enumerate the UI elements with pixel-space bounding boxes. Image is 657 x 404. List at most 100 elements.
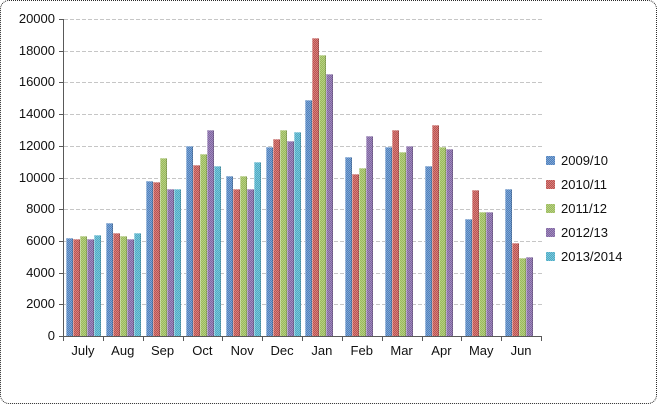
bar-2009-10-feb [345,156,353,336]
y-axis-label: 18000 [18,42,55,58]
gridline [64,240,542,242]
x-axis-tick [421,337,423,341]
bar-2010-11-apr [431,125,439,336]
legend-item-2012-13: 2012/13 [546,220,622,244]
x-axis-tick [63,337,64,341]
x-axis-tick [102,337,104,341]
legend-item-2009-10: 2009/10 [546,148,622,172]
bar-2010-11-oct [192,164,200,336]
x-axis-label: Apr [431,343,452,358]
y-axis-tick [59,145,63,147]
bar-2009-10-apr [424,166,432,336]
legend-swatch-icon [546,203,555,213]
gridline [64,209,542,211]
x-axis-label: Sep [151,343,175,358]
bar-2013-2014-oct [213,166,221,336]
x-axis-label: Dec [270,343,294,358]
bar-2011-12-july [80,236,88,336]
x-axis-tick [501,337,503,341]
y-axis-label: 20000 [18,11,55,26]
y-axis-tick [59,240,63,242]
bar-2012-13-mar [406,145,414,336]
bar-2009-10-jan [305,99,313,336]
y-axis-label: 8000 [26,201,55,217]
bar-2011-12-mar [399,152,407,336]
legend-item-2013-2014: 2013/2014 [546,244,622,268]
bar-2011-12-oct [199,153,207,336]
bar-2013-2014-aug [134,232,142,336]
y-axis-tick [59,19,63,20]
bar-2012-13-sep [167,188,175,336]
gridline [64,272,542,274]
y-axis-tick [59,82,63,84]
y-axis-tick [59,209,63,211]
bar-2012-13-nov [246,188,254,336]
legend-swatch-icon [546,227,555,237]
bar-2011-12-apr [438,147,446,336]
bar-2009-10-july [66,237,74,336]
y-axis-label: 4000 [26,264,55,280]
x-axis-label: Jan [311,343,333,358]
bar-2009-10-nov [225,175,233,336]
bar-group-july [64,19,104,336]
bar-2009-10-jun [504,188,512,336]
y-axis-tick [59,114,63,116]
bar-2009-10-sep [146,180,154,336]
bar-2012-13-apr [445,148,453,336]
y-axis-label: 16000 [18,74,55,90]
bar-2012-13-aug [127,239,135,336]
bar-2012-13-jun [525,256,533,336]
bar-group-dec [263,19,303,336]
bar-2010-11-feb [352,174,360,336]
x-axis-label: Mar [390,343,413,358]
legend-label: 2013/2014 [561,248,623,264]
legend: 2009/10 2010/11 2011/12 2012/13 2013/2014 [546,148,622,268]
x-axis-label: Aug [111,343,135,358]
bar-2012-13-may [485,212,493,336]
bar-2013-2014-july [94,234,102,336]
bar-2011-12-jan [319,55,327,336]
gridline [64,145,542,147]
bar-2010-11-aug [113,232,121,336]
legend-item-2011-12: 2011/12 [546,196,622,220]
gridline [64,50,542,52]
x-axis-label: Feb [350,343,373,358]
x-axis-label: May [468,343,494,358]
bar-2009-10-aug [106,223,114,336]
bar-2010-11-nov [232,188,240,336]
y-axis-tick [59,336,63,337]
x-axis-tick [262,337,264,341]
legend-label: 2012/13 [561,224,608,240]
bar-2012-13-dec [286,141,294,336]
bar-group-jan [303,19,343,336]
bar-2013-2014-dec [293,131,301,336]
y-axis-tick [59,50,63,52]
x-axis-tick [461,337,463,341]
bar-2011-12-nov [239,175,247,336]
gridline [64,177,542,179]
bar-2009-10-mar [385,147,393,336]
bar-group-may [462,19,502,336]
bar-2012-13-feb [366,136,374,336]
legend-item-2010-11: 2010/11 [546,172,622,196]
x-axis-tick [541,337,542,341]
x-axis-label: Nov [230,343,254,358]
x-axis-tick [381,337,383,341]
bar-2009-10-may [464,218,472,336]
bar-2012-13-july [87,239,95,336]
bar-2013-2014-sep [174,188,182,336]
bar-2012-13-jan [326,74,334,336]
bar-2011-12-aug [120,236,128,336]
x-axis-tick [142,337,144,341]
bar-group-nov [223,19,263,336]
bar-2011-12-jun [518,258,526,336]
legend-swatch-icon [546,179,555,189]
legend-label: 2010/11 [561,176,608,192]
y-axis-label: 14000 [18,106,55,122]
y-axis-tick [59,177,63,179]
bar-group-aug [104,19,144,336]
bar-2011-12-dec [279,129,287,336]
bar-2010-11-mar [392,129,400,336]
legend-swatch-icon [546,155,555,165]
